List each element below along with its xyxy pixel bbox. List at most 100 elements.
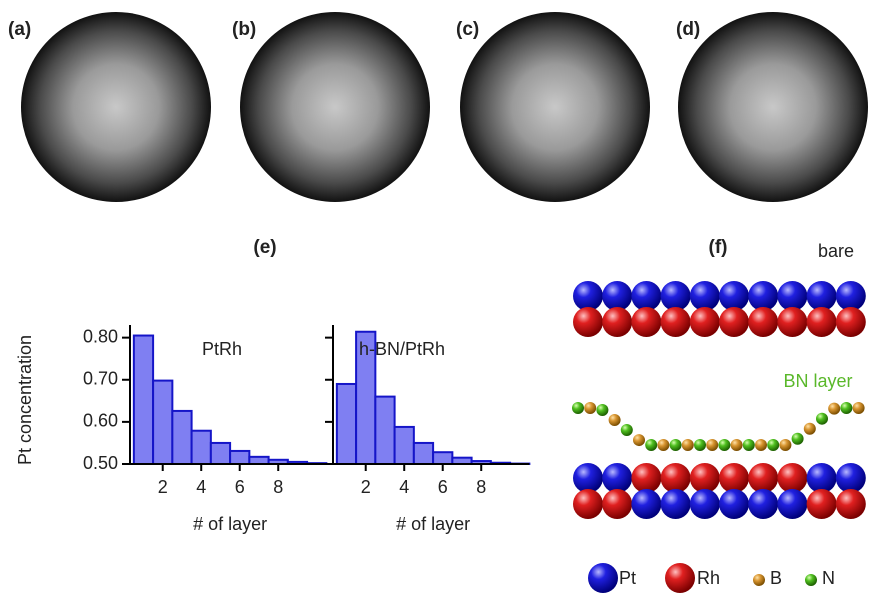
atom — [755, 439, 767, 451]
atom — [609, 414, 621, 426]
atom — [719, 281, 749, 311]
atom — [807, 463, 837, 493]
atom — [661, 489, 691, 519]
atom — [840, 402, 852, 414]
bar — [192, 431, 211, 464]
atom — [777, 281, 807, 311]
atom — [602, 463, 632, 493]
atom — [748, 281, 778, 311]
bar — [172, 411, 191, 464]
bar — [211, 443, 230, 464]
x-axis-label: # of layer — [396, 514, 470, 534]
chart-annotation: PtRh — [202, 339, 242, 359]
x-tick-label: 6 — [235, 477, 245, 497]
x-axis-label: # of layer — [193, 514, 267, 534]
bar — [395, 427, 414, 464]
figure: (a) (b) (c) (d) (e) (f) bare BN layer Pt… — [0, 0, 872, 593]
atom — [718, 439, 730, 451]
pattern-a — [21, 12, 211, 202]
atom — [690, 281, 720, 311]
bar — [375, 397, 394, 464]
x-tick-label: 4 — [399, 477, 409, 497]
atom — [657, 439, 669, 451]
atom — [743, 439, 755, 451]
y-tick-label: 0.60 — [83, 411, 118, 431]
x-tick-label: 2 — [158, 477, 168, 497]
pattern-b — [240, 12, 430, 202]
atom — [690, 307, 720, 337]
atom — [588, 563, 618, 593]
x-tick-label: 2 — [361, 477, 371, 497]
atom — [661, 307, 691, 337]
panel-label: (a) — [8, 19, 31, 40]
panel-label: (d) — [676, 19, 700, 40]
atom — [836, 281, 866, 311]
x-tick-label: 4 — [196, 477, 206, 497]
atom — [694, 439, 706, 451]
bar — [249, 457, 268, 464]
bar — [230, 451, 249, 464]
atom — [805, 574, 817, 586]
atom — [748, 307, 778, 337]
atom — [828, 403, 840, 415]
atom — [816, 413, 828, 425]
panel-label: (c) — [456, 19, 479, 40]
legend-label: Pt — [619, 568, 636, 588]
atom — [573, 463, 603, 493]
atom — [779, 439, 791, 451]
atom — [753, 574, 765, 586]
atom — [631, 281, 661, 311]
atom — [807, 307, 837, 337]
y-tick-label: 0.50 — [83, 453, 118, 473]
atom — [645, 439, 657, 451]
atom — [777, 463, 807, 493]
atom — [621, 424, 633, 436]
atom — [807, 281, 837, 311]
bar — [414, 443, 433, 464]
pattern-c — [460, 12, 650, 202]
atom — [661, 281, 691, 311]
bar — [134, 336, 153, 464]
atom — [719, 489, 749, 519]
atom — [719, 463, 749, 493]
atom — [777, 307, 807, 337]
atom — [719, 307, 749, 337]
atom — [572, 402, 584, 414]
atom — [792, 433, 804, 445]
atom — [631, 307, 661, 337]
atom — [573, 307, 603, 337]
atom — [596, 404, 608, 416]
atom — [682, 439, 694, 451]
atom — [633, 434, 645, 446]
chart-annotation: h-BN/PtRh — [359, 339, 445, 359]
atom — [661, 463, 691, 493]
atom — [670, 439, 682, 451]
legend-label: Rh — [697, 568, 720, 588]
diagram-label: bare — [818, 241, 854, 261]
x-tick-label: 8 — [273, 477, 283, 497]
atom — [573, 489, 603, 519]
panel-label: (f) — [709, 237, 728, 258]
atom — [584, 402, 596, 414]
atom — [767, 439, 779, 451]
atom — [836, 307, 866, 337]
diagram-label: BN layer — [783, 371, 852, 391]
legend-label: N — [822, 568, 835, 588]
y-tick-label: 0.70 — [83, 369, 118, 389]
bar — [433, 452, 452, 464]
atom — [777, 489, 807, 519]
panel-label: (b) — [232, 19, 256, 40]
x-tick-label: 8 — [476, 477, 486, 497]
atom — [602, 489, 632, 519]
atom — [631, 489, 661, 519]
atom — [853, 402, 865, 414]
x-tick-label: 6 — [438, 477, 448, 497]
atom — [836, 463, 866, 493]
atom — [665, 563, 695, 593]
legend-label: B — [770, 568, 782, 588]
atom — [690, 489, 720, 519]
atom — [690, 463, 720, 493]
atom — [836, 489, 866, 519]
bar — [153, 381, 172, 464]
atom — [602, 281, 632, 311]
